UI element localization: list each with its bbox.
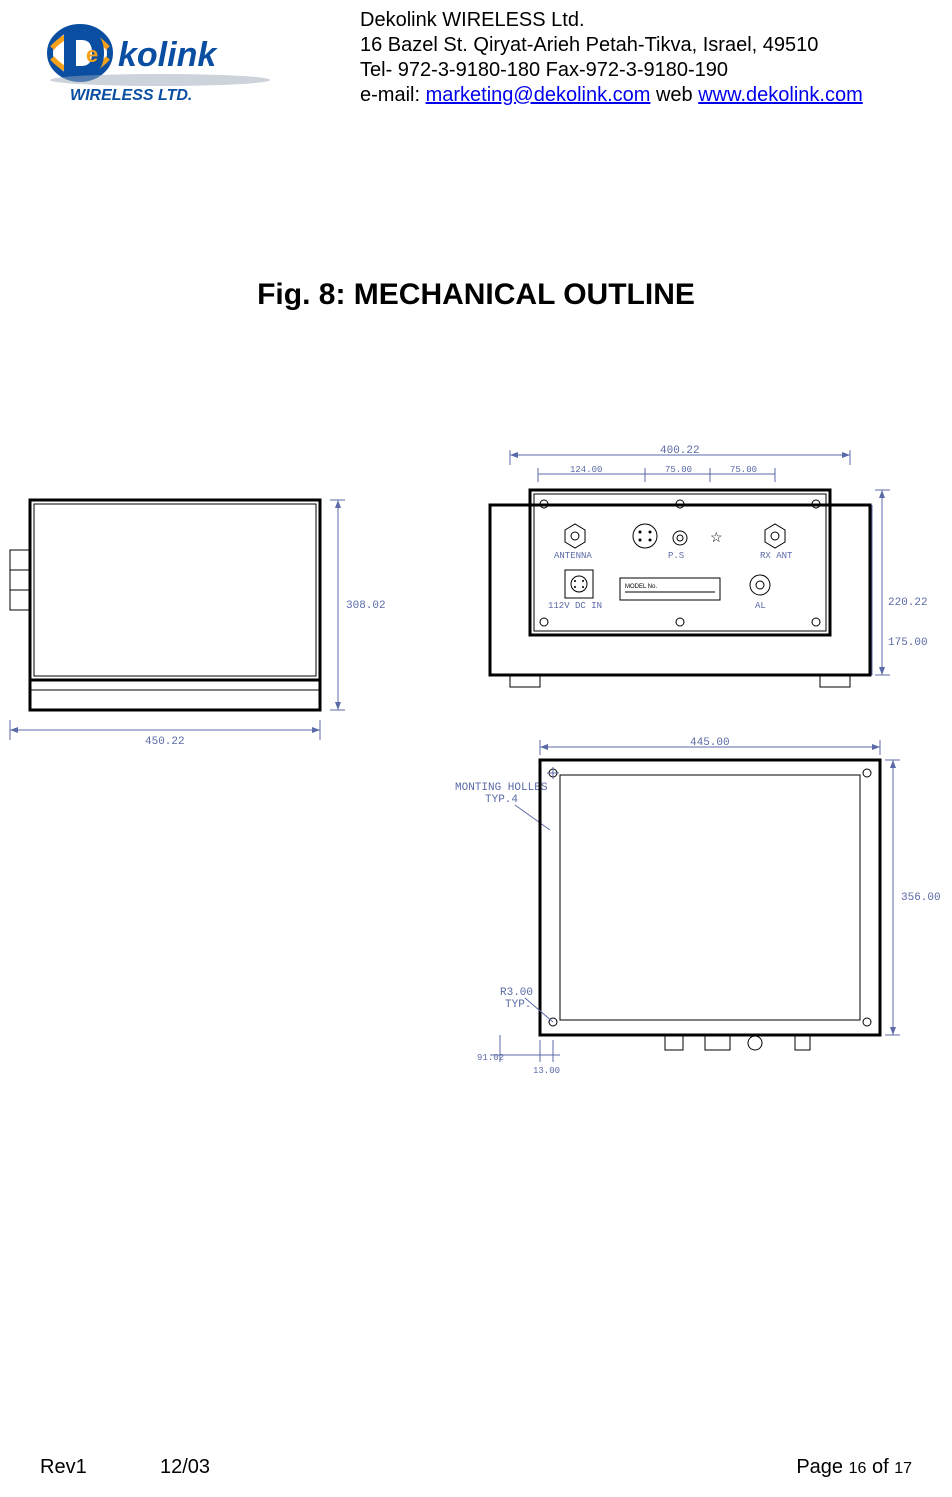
company-text-block: Dekolink WIRELESS Ltd. 16 Bazel St. Qiry… <box>320 8 863 108</box>
label-al: AL <box>755 601 766 611</box>
dim-br-radius: R3.00 <box>500 987 533 999</box>
label-mounting2: TYP.4 <box>485 794 518 806</box>
document-footer: Rev1 12/03 Page 16 of 17 <box>40 1456 912 1479</box>
footer-rev: Rev1 <box>40 1456 87 1479</box>
page-total: 17 <box>894 1460 912 1477</box>
label-rxant: RX ANT <box>760 551 793 561</box>
logo-sub-text: WIRELESS LTD. <box>70 87 192 104</box>
page-of: of <box>866 1456 894 1478</box>
web-link[interactable]: www.dekolink.com <box>698 84 863 106</box>
company-name: Dekolink WIRELESS Ltd. <box>360 8 863 33</box>
label-dcin: 112V DC IN <box>548 601 602 611</box>
mechanical-drawings: 308.02 450.22 400.22 <box>0 440 952 1120</box>
page-prefix: Page <box>796 1456 848 1478</box>
company-logo: e kolink WIRELESS LTD. <box>40 8 320 108</box>
email-prefix: e-mail: <box>360 84 426 106</box>
svg-text:☆: ☆ <box>710 529 723 545</box>
dim-br-typ: TYP. <box>505 999 531 1011</box>
dim-br-w: 445.00 <box>690 737 730 749</box>
dim-br-off2: 13.00 <box>533 1066 560 1076</box>
dim-tr-seg3: 75.00 <box>730 465 757 475</box>
dim-left-width: 450.22 <box>145 736 185 748</box>
document-header: e kolink WIRELESS LTD. Dekolink WIRELESS… <box>0 0 952 108</box>
dim-tr-outer-w: 400.22 <box>660 445 700 457</box>
label-mounting1: MONTING HOLLES <box>455 782 548 794</box>
email-link[interactable]: marketing@dekolink.com <box>426 84 651 106</box>
company-address: 16 Bazel St. Qiryat-Arieh Petah-Tikva, I… <box>360 33 863 58</box>
svg-text:e: e <box>86 42 98 67</box>
dim-tr-outer-h: 220.22 <box>888 597 928 609</box>
page-current: 16 <box>849 1460 867 1477</box>
label-antenna: ANTENNA <box>554 551 592 561</box>
company-contact: e-mail: marketing@dekolink.com web www.d… <box>360 83 863 108</box>
logo-brand-text: kolink <box>118 36 218 74</box>
dim-left-height: 308.02 <box>346 600 386 612</box>
web-text: web <box>650 84 698 106</box>
footer-date: 12/03 <box>160 1456 210 1479</box>
dim-tr-flange-h: 175.00 <box>888 637 928 649</box>
footer-page: Page 16 of 17 <box>796 1456 912 1479</box>
label-ps: P.S <box>668 551 684 561</box>
figure-title: Fig. 8: MECHANICAL OUTLINE <box>0 278 952 312</box>
dim-br-off1: 91.02 <box>477 1053 504 1063</box>
dim-tr-seg2: 75.00 <box>665 465 692 475</box>
label-model: MODEL No. <box>625 584 657 590</box>
company-telfax: Tel- 972-3-9180-180 Fax-972-3-9180-190 <box>360 58 863 83</box>
dim-tr-seg1: 124.00 <box>570 465 602 475</box>
dim-br-h: 356.00 <box>901 892 941 904</box>
